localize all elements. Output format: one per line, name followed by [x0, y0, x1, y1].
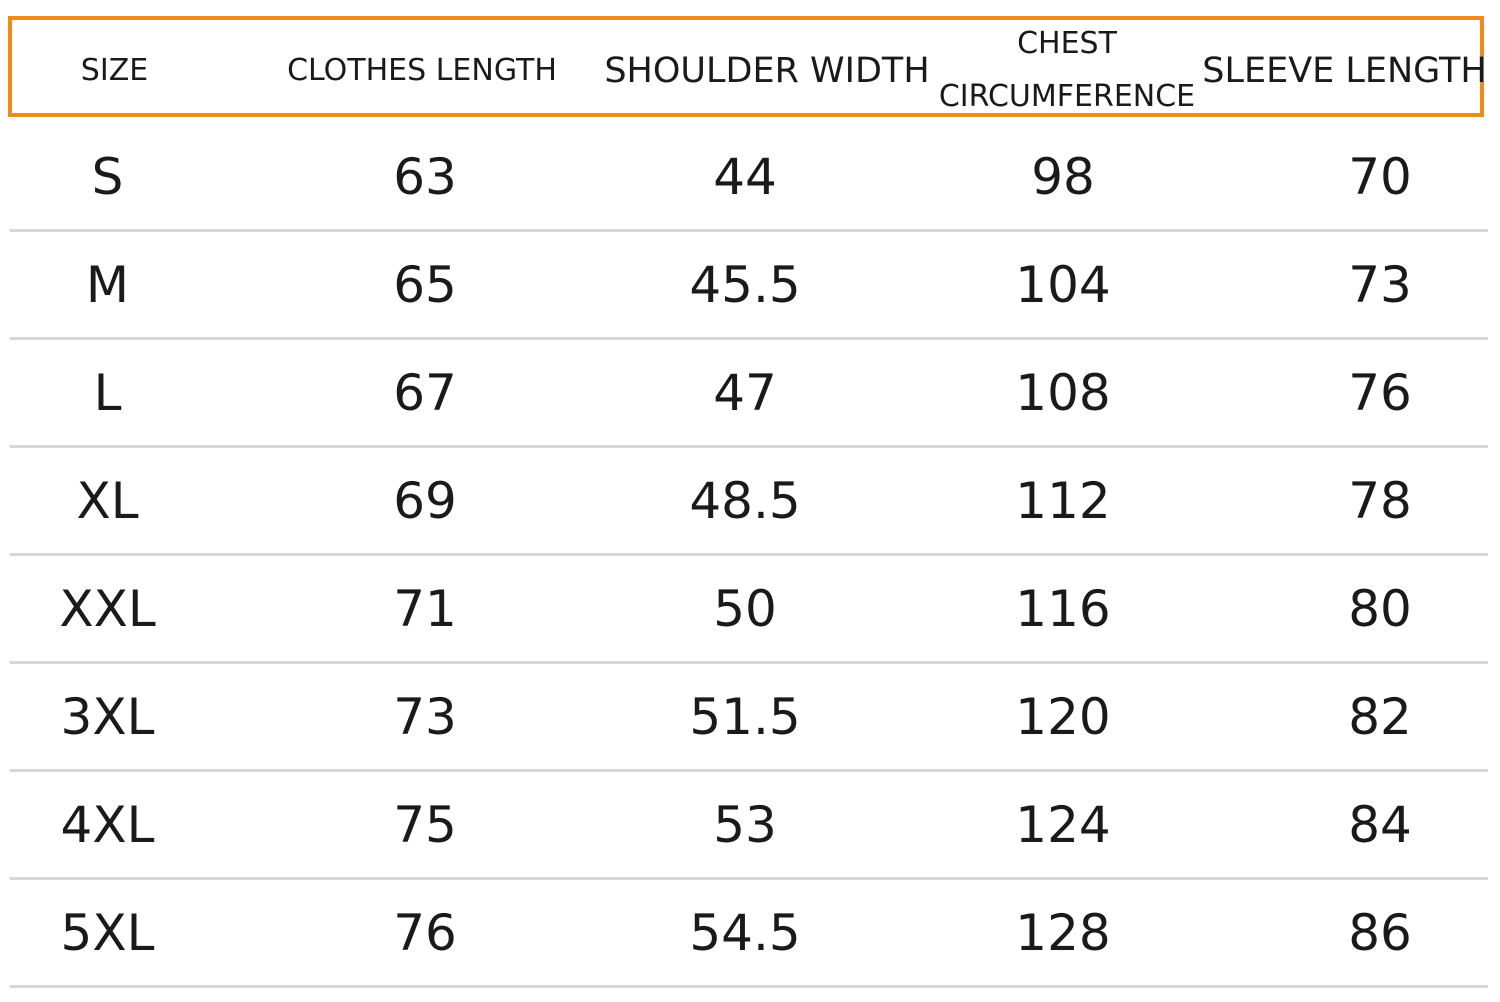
cell-shoulder-width: 54.5 — [689, 903, 801, 962]
cell-shoulder-width: 50 — [713, 579, 777, 638]
header-chest-line1: CHEST — [1017, 26, 1117, 61]
cell-size: 3XL — [60, 687, 155, 746]
header-clothes-length: CLOTHES LENGTH — [287, 53, 557, 88]
table-row: M 65 45.5 104 73 — [10, 232, 1488, 340]
cell-sleeve-length: 73 — [1348, 255, 1412, 314]
table-row: 4XL 75 53 124 84 — [10, 772, 1488, 880]
cell-clothes-length: 69 — [393, 471, 457, 530]
cell-clothes-length: 63 — [393, 147, 457, 206]
cell-clothes-length: 76 — [393, 903, 457, 962]
cell-sleeve-length: 78 — [1348, 471, 1412, 530]
header-size: SIZE — [80, 53, 149, 88]
cell-shoulder-width: 53 — [713, 795, 777, 854]
size-chart-body: S 63 44 98 70 M 65 45.5 104 73 L 67 47 1… — [10, 124, 1488, 988]
table-row: 5XL 76 54.5 128 86 — [10, 880, 1488, 988]
header-chest-circumference: CHEST CIRCUMFERENCE — [937, 20, 1197, 121]
cell-size: S — [91, 147, 124, 206]
table-row: XXL 71 50 116 80 — [10, 556, 1488, 664]
cell-shoulder-width: 44 — [713, 147, 777, 206]
header-chest-line2: CIRCUMFERENCE — [938, 78, 1196, 114]
table-row: 3XL 73 51.5 120 82 — [10, 664, 1488, 772]
table-row: L 67 47 108 76 — [10, 340, 1488, 448]
cell-sleeve-length: 80 — [1348, 579, 1412, 638]
cell-sleeve-length: 84 — [1348, 795, 1412, 854]
cell-chest-circumference: 98 — [1031, 147, 1095, 206]
header-sleeve-length: SLEEVE LENGTH — [1202, 50, 1487, 91]
cell-sleeve-length: 70 — [1348, 147, 1412, 206]
cell-clothes-length: 73 — [393, 687, 457, 746]
cell-sleeve-length: 82 — [1348, 687, 1412, 746]
cell-sleeve-length: 86 — [1348, 903, 1412, 962]
cell-sleeve-length: 76 — [1348, 363, 1412, 422]
cell-chest-circumference: 124 — [1015, 795, 1111, 854]
cell-chest-circumference: 116 — [1015, 579, 1111, 638]
cell-shoulder-width: 51.5 — [689, 687, 801, 746]
header-shoulder-width: SHOULDER WIDTH — [604, 50, 930, 91]
cell-clothes-length: 75 — [393, 795, 457, 854]
cell-shoulder-width: 47 — [713, 363, 777, 422]
cell-size: XXL — [59, 579, 156, 638]
cell-size: L — [93, 363, 122, 422]
cell-clothes-length: 67 — [393, 363, 457, 422]
table-row: S 63 44 98 70 — [10, 124, 1488, 232]
cell-chest-circumference: 104 — [1015, 255, 1111, 314]
cell-size: 5XL — [60, 903, 155, 962]
size-chart-header: SIZE CLOTHES LENGTH SHOULDER WIDTH CHEST… — [8, 16, 1487, 117]
cell-clothes-length: 65 — [393, 255, 457, 314]
cell-size: XL — [76, 471, 139, 530]
cell-chest-circumference: 120 — [1015, 687, 1111, 746]
cell-size: M — [85, 255, 130, 314]
cell-chest-circumference: 108 — [1015, 363, 1111, 422]
cell-shoulder-width: 45.5 — [689, 255, 801, 314]
cell-chest-circumference: 112 — [1015, 471, 1111, 530]
cell-shoulder-width: 48.5 — [689, 471, 801, 530]
cell-clothes-length: 71 — [393, 579, 457, 638]
cell-size: 4XL — [60, 795, 155, 854]
table-row: XL 69 48.5 112 78 — [10, 448, 1488, 556]
cell-chest-circumference: 128 — [1015, 903, 1111, 962]
